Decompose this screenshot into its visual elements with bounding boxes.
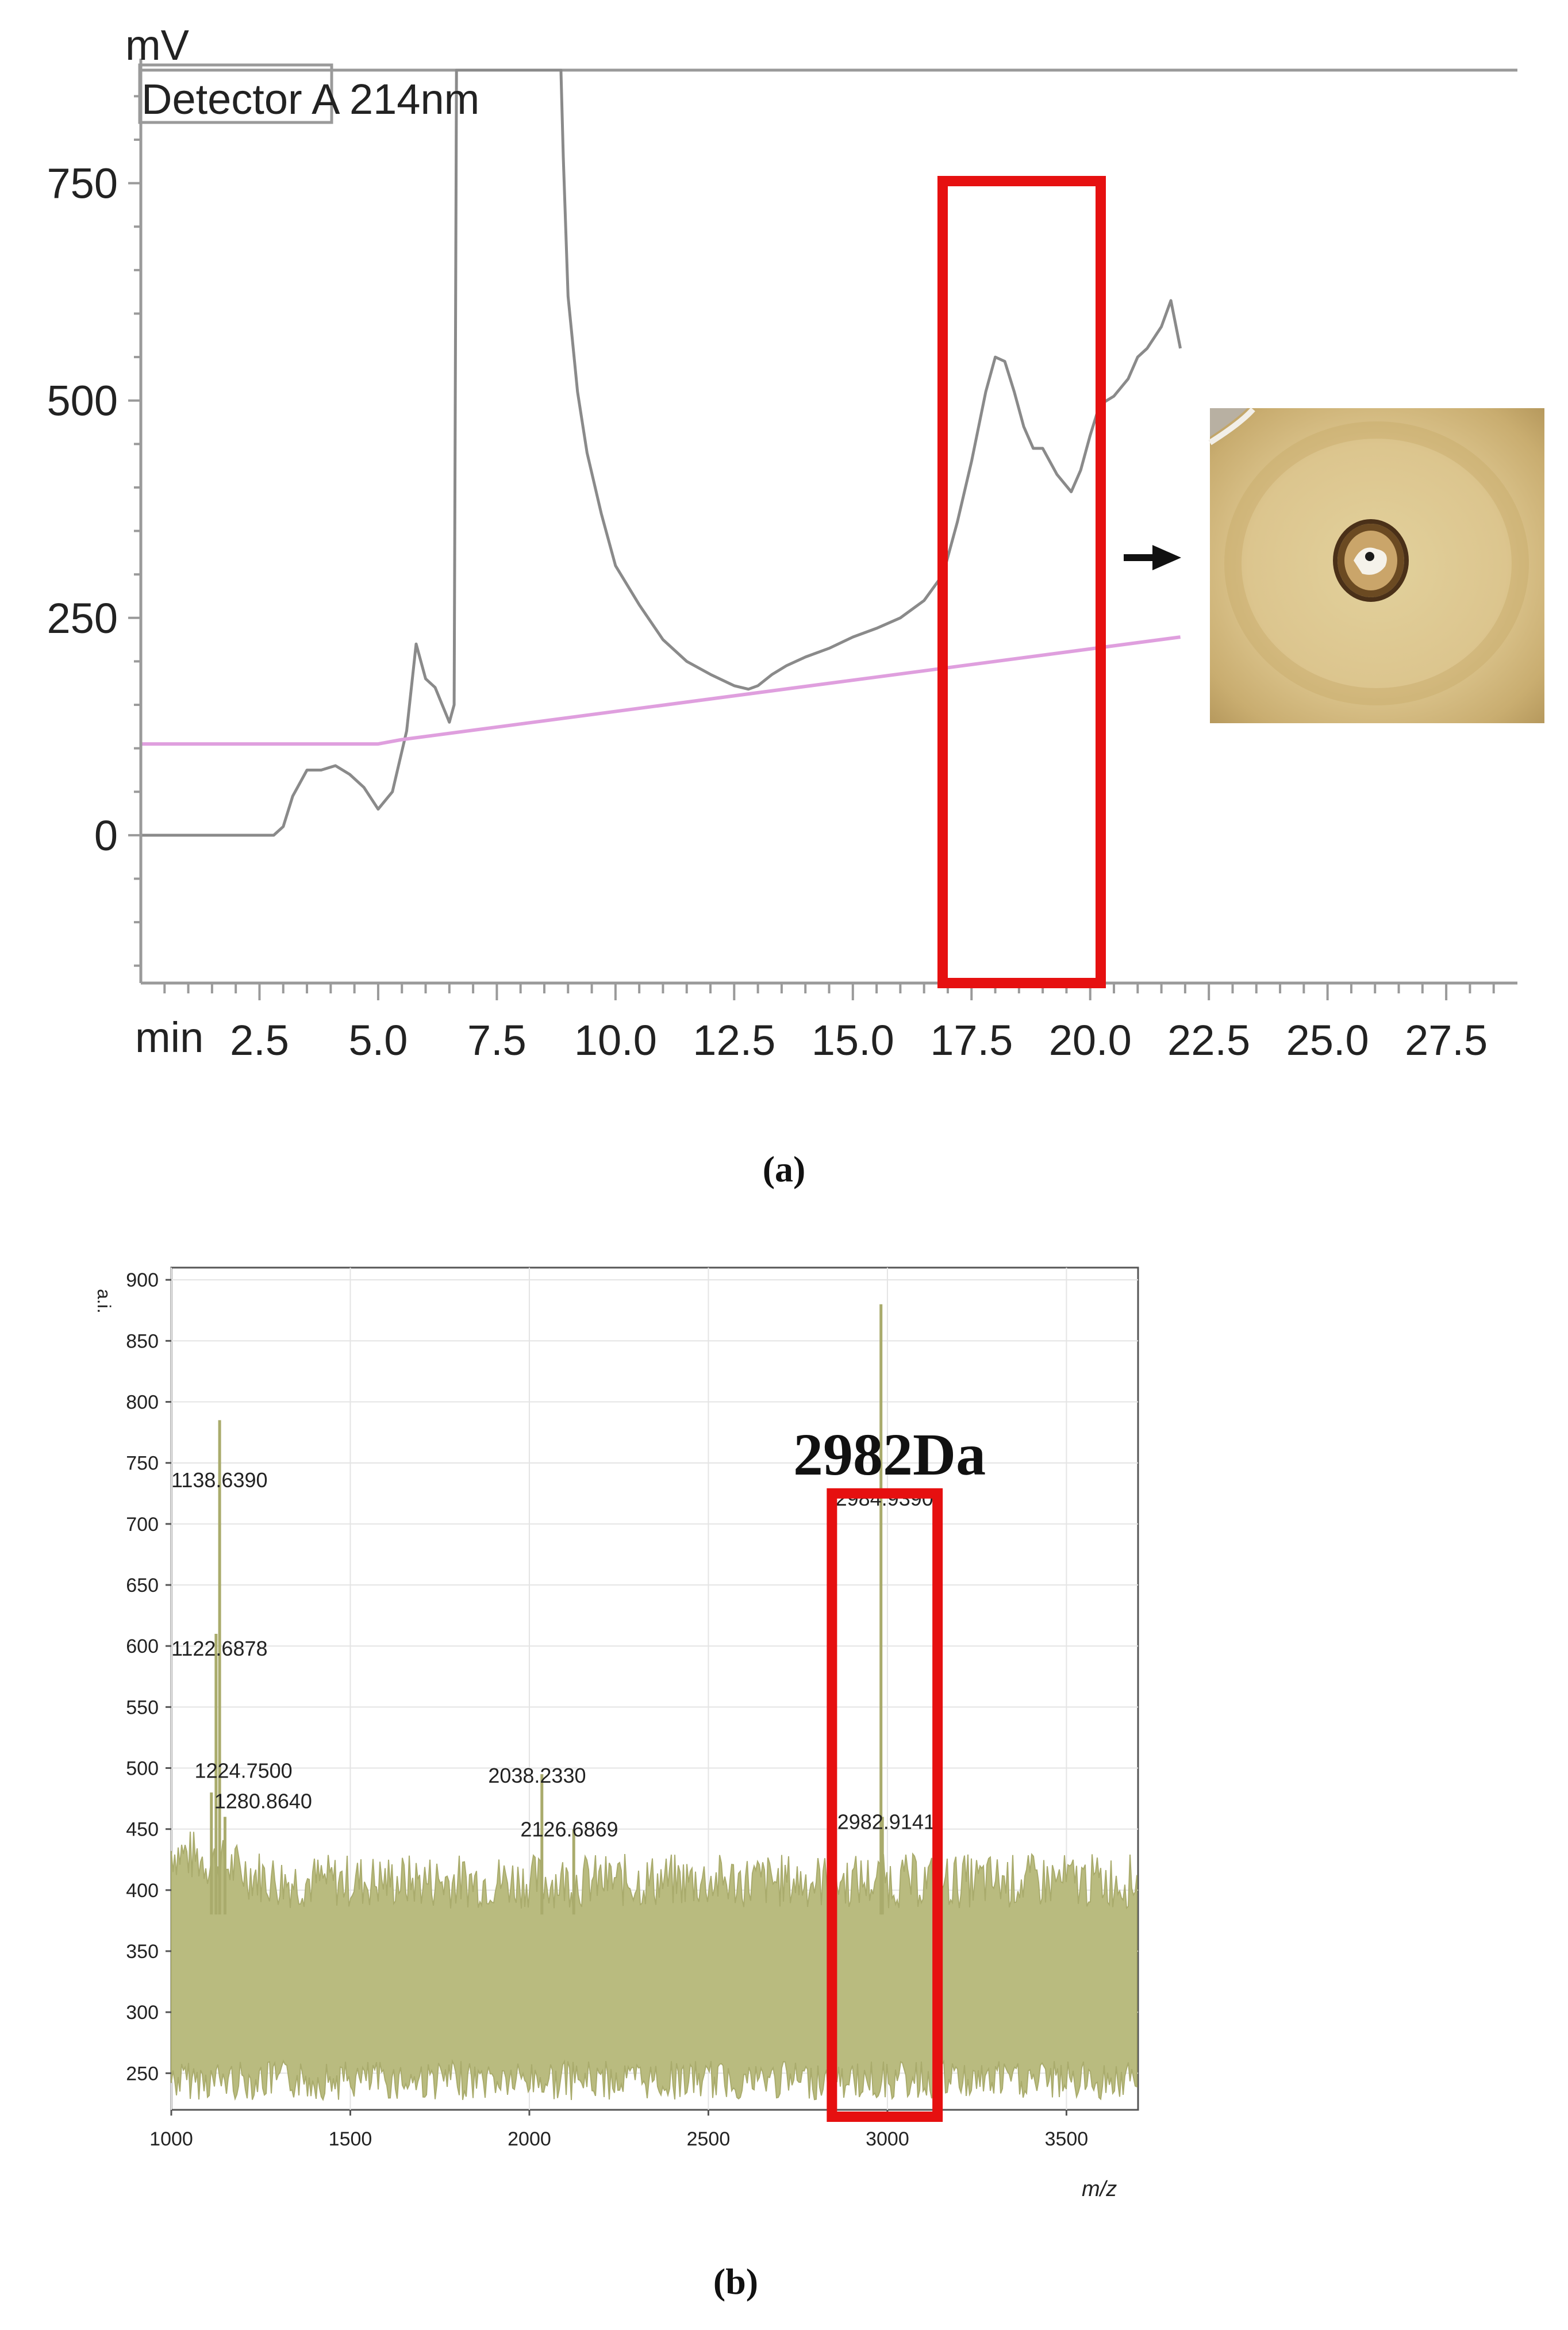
baseline-trace [141, 635, 1181, 746]
legend-box [138, 63, 333, 124]
spectrum-peaks [210, 1304, 884, 1915]
peak-label: 2126.6869 [520, 1817, 618, 1841]
x-tick-label: 17.5 [930, 1016, 1013, 1064]
y-tick-label: 600 [126, 1636, 159, 1657]
y-tick-label: 900 [126, 1269, 159, 1291]
x-tick-label: 25.0 [1286, 1016, 1369, 1064]
legend-text: Detector A 214nm [141, 75, 479, 123]
x-tick-label: 5.0 [348, 1016, 408, 1064]
noise-band [171, 1832, 1137, 2101]
chromatogram-trace [141, 68, 1182, 837]
y-axis-label: mV [125, 21, 190, 69]
y-tick-label: 300 [126, 2002, 159, 2024]
y-tick-label: 0 [94, 812, 118, 859]
highlight-box-a [937, 176, 1106, 988]
spectrum-axes: 250 300 350 400 450 500 550 600 650 700 750 800 850 9… [126, 1269, 1088, 2150]
chromatogram-series-group [141, 68, 1182, 837]
caption-a: (a) [763, 1149, 806, 1189]
x-tick-label: 15.0 [812, 1016, 894, 1064]
y-tick-label: 750 [47, 160, 118, 208]
x-tick-label: 20.0 [1049, 1016, 1132, 1064]
peak-label: 1224.7500 [194, 1759, 292, 1782]
x-axis-label: min [135, 1014, 203, 1061]
x-tick-label: 10.0 [574, 1016, 657, 1064]
peak-label: 2982.9141 [837, 1810, 935, 1834]
highlight-box-b [827, 1488, 943, 2122]
mass-spectrum-panel: 250 300 350 400 450 500 550 600 650 700 750 800 850 9… [94, 1266, 1139, 2302]
y-tick-label: 350 [126, 1941, 159, 1963]
y-tick-label: 250 [126, 2063, 159, 2085]
y-tick-label: 400 [126, 1880, 159, 1902]
y-tick-label: 500 [126, 1758, 159, 1780]
caption-b: (b) [713, 2261, 758, 2302]
x-tick-label: 2500 [687, 2128, 731, 2150]
x-tick-label: 27.5 [1405, 1016, 1488, 1064]
x-tick-label: 2.5 [230, 1016, 289, 1064]
y-axis-label: a.i. [94, 1289, 114, 1314]
y-tick-label: 750 [126, 1453, 159, 1475]
peak-label: 2038.2330 [488, 1764, 586, 1787]
y-tick-label: 500 [47, 377, 118, 425]
x-tick-label: 12.5 [693, 1016, 775, 1064]
x-tick-label: 1500 [329, 2128, 372, 2150]
x-tick-label: 3000 [866, 2128, 909, 2150]
y-tick-label: 250 [47, 594, 118, 642]
y-tick-label: 700 [126, 1514, 159, 1536]
chromatogram-panel: 0 250 500 750 2.5 5.0 7.5 10.0 12.5 15.0 17.5 20.0 2… [47, 21, 1544, 1189]
x-tick-label: 3500 [1045, 2128, 1089, 2150]
mass-annotation: 2982Da [793, 1422, 986, 1488]
right-arrow-icon [1124, 545, 1181, 570]
y-tick-label: 450 [126, 1819, 159, 1841]
x-tick-label: 2000 [508, 2128, 551, 2150]
chromatogram-axes: 0 250 500 750 2.5 5.0 7.5 10.0 12.5 15.0 17.5 20.0 2… [47, 59, 1517, 1064]
peak-label: 1138.6390 [171, 1468, 268, 1492]
x-tick-label: 7.5 [467, 1016, 526, 1064]
peak-label: 1280.8640 [214, 1790, 312, 1813]
x-axis-label: m/z [1082, 2177, 1117, 2201]
y-tick-label: 650 [126, 1575, 159, 1596]
x-tick-label: 1000 [149, 2128, 193, 2150]
y-tick-label: 800 [126, 1392, 159, 1414]
peak-label: 1122.6878 [171, 1637, 268, 1660]
agar-diffusion-zone-photo [1208, 407, 1544, 723]
x-tick-label: 22.5 [1167, 1016, 1250, 1064]
y-tick-label: 850 [126, 1330, 159, 1352]
y-tick-label: 550 [126, 1696, 159, 1718]
